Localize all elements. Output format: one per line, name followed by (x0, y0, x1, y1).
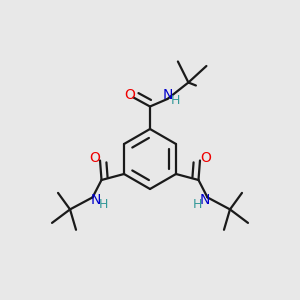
Text: O: O (124, 88, 135, 102)
Text: O: O (89, 151, 100, 165)
Text: O: O (200, 151, 211, 165)
Text: H: H (171, 94, 181, 107)
Text: N: N (163, 88, 173, 102)
Text: H: H (192, 197, 202, 211)
Text: N: N (199, 194, 210, 207)
Text: N: N (90, 194, 101, 207)
Text: H: H (98, 197, 108, 211)
